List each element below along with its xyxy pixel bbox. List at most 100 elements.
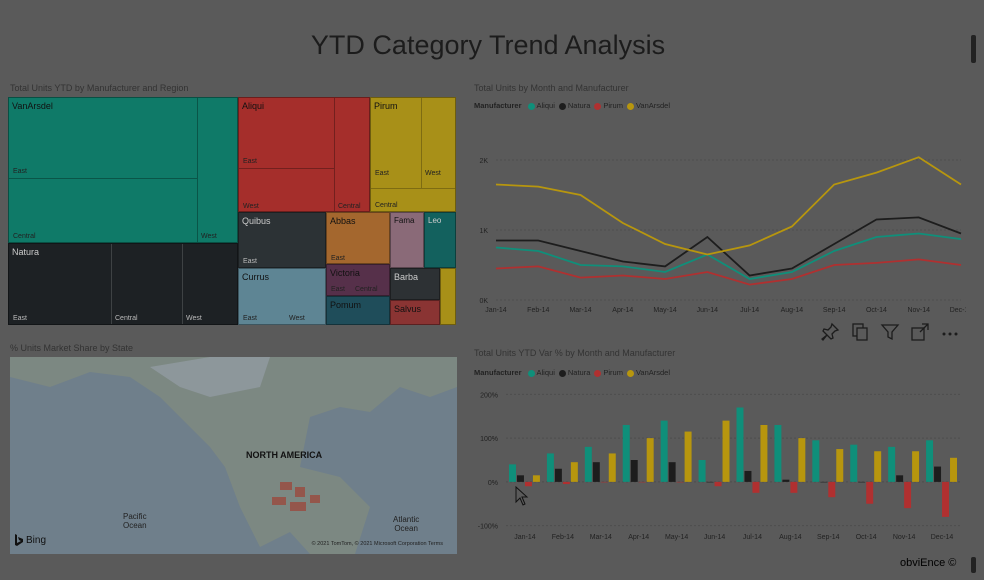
x-tick-label: Jul-14 [740, 307, 759, 314]
treemap-block-abbas[interactable]: Abbas East [326, 212, 390, 264]
y-tick-label: 200% [480, 392, 498, 399]
series-line-natura [496, 216, 962, 277]
bar-pirum [942, 481, 950, 517]
bar-aliqui [926, 440, 934, 482]
x-tick-label: May-14 [653, 307, 676, 314]
treemap-label: Natura [12, 247, 40, 257]
treemap-block-small[interactable] [440, 268, 456, 325]
bar-vanarsdel [570, 462, 578, 482]
legend-item[interactable]: Natura [558, 101, 591, 110]
treemap-block-leo[interactable]: Leo [424, 212, 456, 268]
x-tick-label: Apr-14 [612, 307, 633, 314]
bar-vanarsdel [760, 425, 768, 482]
x-tick-label: Sep-14 [817, 534, 840, 541]
visual-header-actions [820, 322, 960, 342]
treemap-sublabel: West [243, 203, 259, 210]
y-tick-label: 2K [479, 158, 488, 165]
x-tick-label: Nov-14 [893, 534, 916, 541]
legend-label: Aliqui [536, 101, 555, 110]
treemap-sublabel: East [243, 315, 258, 322]
map-label-atlantic: Atlantic Ocean [393, 515, 420, 533]
legend-label: Pirum [603, 101, 623, 110]
bar-natura [934, 466, 942, 482]
treemap-block-pirum[interactable]: Pirum East West Central [370, 97, 456, 212]
bar-natura [706, 481, 714, 483]
treemap-block-fama[interactable]: Fama [390, 212, 424, 268]
x-tick-label: Oct-14 [856, 534, 877, 541]
x-tick-label: Aug-14 [779, 534, 802, 541]
x-tick-label: Apr-14 [628, 534, 649, 541]
legend-dot [558, 369, 566, 377]
x-tick-label: Sep-14 [823, 307, 846, 314]
bar-pirum [828, 481, 836, 498]
treemap-sublabel: West [425, 170, 441, 177]
treemap-sublabel: East [243, 258, 258, 265]
legend-label: Natura [567, 368, 591, 377]
treemap-block-vanarsdel[interactable]: VanArsdel East Central West [8, 97, 238, 243]
series-line-aliqui [495, 232, 962, 280]
bar-natura [592, 462, 600, 482]
focus-mode-icon[interactable] [910, 322, 930, 342]
map-visual[interactable]: NORTH AMERICA Pacific Ocean Atlantic Oce… [10, 357, 457, 554]
bar-vanarsdel [532, 475, 540, 482]
legend-item[interactable]: Natura [558, 368, 591, 377]
treemap-sublabel: West [289, 315, 305, 322]
treemap-block-barba[interactable]: Barba [390, 268, 440, 300]
legend-dot [527, 102, 535, 110]
y-tick-label: 0K [479, 298, 488, 305]
map-copyright[interactable]: © 2021 TomTom, © 2021 Microsoft Corporat… [311, 541, 443, 547]
legend-item[interactable]: VanArsdel [626, 368, 670, 377]
line-chart-title: Total Units by Month and Manufacturer [474, 83, 629, 93]
bar-vanarsdel [950, 457, 957, 482]
bar-aliqui [660, 420, 668, 482]
treemap-label: Quibus [242, 216, 271, 226]
bar-natura [668, 462, 676, 482]
more-options-icon[interactable] [940, 322, 960, 342]
legend-item[interactable]: Aliqui [527, 101, 555, 110]
bar-chart[interactable]: 200% 100% 0% -100% Jan-14 Feb-14 Mar-14 Apr-14 M… [466, 380, 966, 545]
treemap-sublabel: Central [375, 202, 398, 209]
bar-natura [744, 470, 752, 482]
line-chart[interactable]: 0K 1K 2K Jan-14 Feb-14 Mar-14 Apr-14 May-14 Jun-… [466, 115, 966, 320]
legend-item[interactable]: Aliqui [527, 368, 555, 377]
bar-chart-legend: Manufacturer Aliqui Natura Pirum VanArsd… [474, 368, 670, 377]
treemap-label: Victoria [330, 268, 360, 278]
legend-dot [558, 102, 566, 110]
legend-item[interactable]: VanArsdel [626, 101, 670, 110]
scrollbar-bottom[interactable] [971, 557, 976, 573]
treemap-sublabel: East [375, 170, 390, 177]
treemap-block-aliqui[interactable]: Aliqui East West Central [238, 97, 370, 212]
x-tick-label: Mar-14 [569, 307, 591, 314]
pin-icon[interactable] [820, 322, 840, 342]
legend-item[interactable]: Pirum [594, 101, 623, 110]
legend-item[interactable]: Pirum [594, 368, 623, 377]
treemap-block-natura[interactable]: Natura East Central West [8, 243, 238, 325]
treemap-label: Aliqui [242, 101, 265, 111]
copy-icon[interactable] [850, 322, 870, 342]
treemap-sublabel: West [201, 233, 217, 240]
treemap-block-victoria[interactable]: Victoria East Central [326, 264, 390, 296]
bar-pirum [562, 481, 570, 485]
treemap-sublabel: Central [338, 203, 361, 210]
series-line-vanarsdel [495, 156, 962, 256]
legend-label: Natura [567, 101, 591, 110]
treemap-block-currus[interactable]: Currus East West [238, 268, 326, 325]
bar-pirum [600, 481, 608, 483]
treemap-block-salvus[interactable]: Salvus [390, 300, 440, 325]
bing-icon [15, 534, 23, 546]
x-tick-label: Dec-14 [931, 534, 954, 541]
bar-aliqui [509, 464, 516, 482]
bar-pirum [866, 481, 874, 504]
treemap-block-quibus[interactable]: Quibus East [238, 212, 326, 268]
x-tick-label: Oct-14 [866, 307, 887, 314]
scrollbar-thumb[interactable] [971, 35, 976, 63]
x-tick-label: Jul-14 [743, 534, 762, 541]
treemap-block-pomum[interactable]: Pomum [326, 296, 390, 325]
bar-aliqui [812, 440, 820, 482]
filter-icon[interactable] [880, 322, 900, 342]
y-tick-label: 100% [480, 436, 498, 443]
bar-pirum [790, 481, 798, 493]
bar-aliqui [622, 425, 630, 482]
legend-dot [626, 369, 634, 377]
bar-vanarsdel [684, 431, 692, 482]
